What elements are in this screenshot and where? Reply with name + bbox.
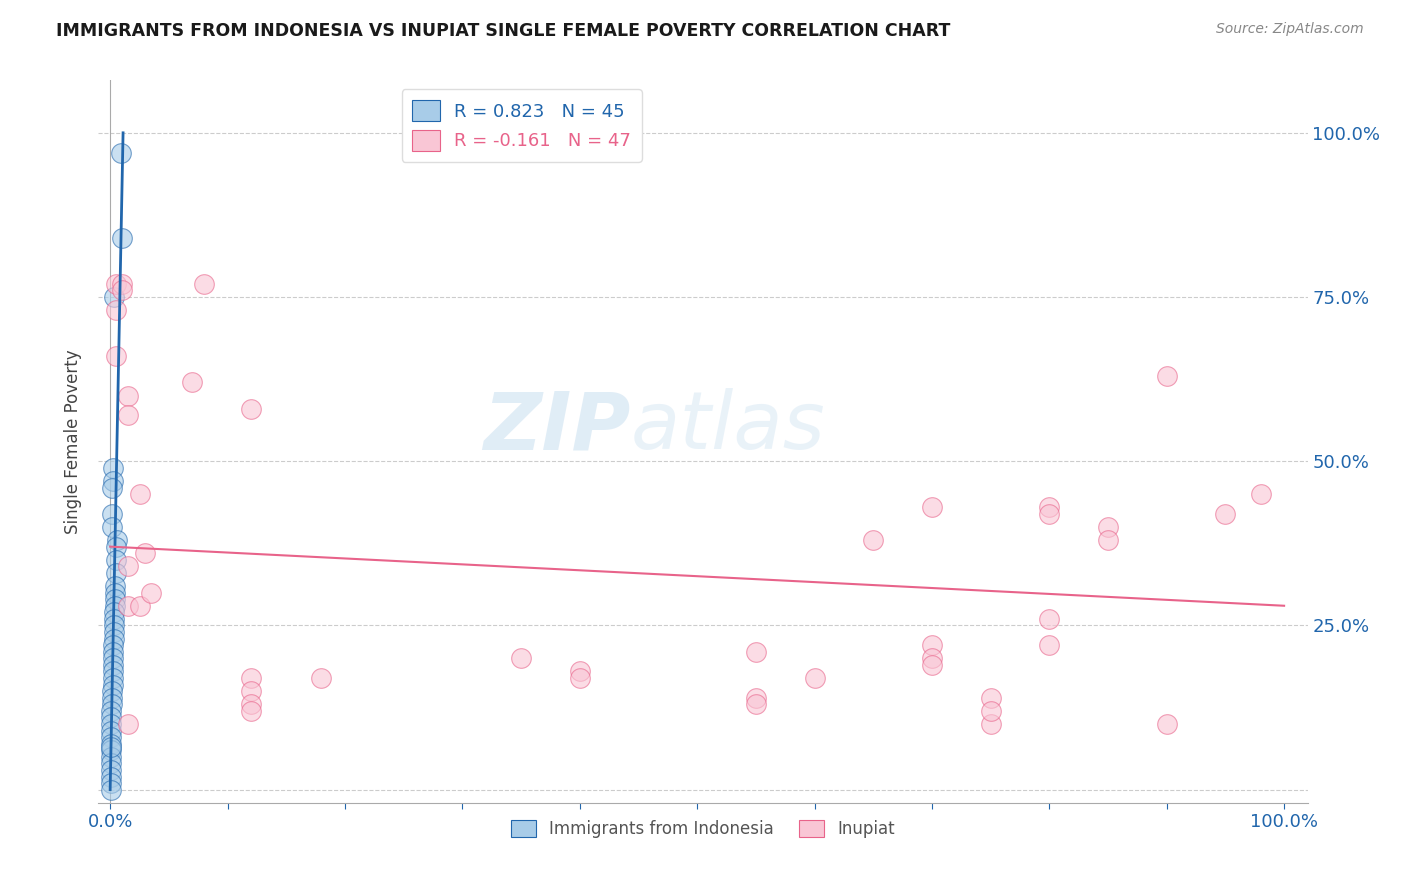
Point [568, 665, 591, 679]
Point [181, 376, 204, 390]
Point [100, 739, 122, 754]
Point [101, 481, 124, 495]
Point [921, 651, 943, 665]
Point [803, 671, 825, 685]
Point [117, 717, 139, 731]
Legend: Immigrants from Indonesia, Inupiat: Immigrants from Indonesia, Inupiat [505, 814, 901, 845]
Point [104, 599, 127, 613]
Point [104, 585, 127, 599]
Point [100, 704, 122, 718]
Point [101, 671, 124, 685]
Point [1038, 638, 1060, 652]
Point [111, 284, 134, 298]
Point [101, 684, 124, 698]
Point [100, 737, 122, 751]
Point [103, 625, 125, 640]
Point [1038, 612, 1060, 626]
Point [1038, 507, 1060, 521]
Point [117, 599, 139, 613]
Point [101, 507, 124, 521]
Point [100, 730, 122, 744]
Point [101, 690, 124, 705]
Point [100, 770, 122, 784]
Point [1097, 533, 1119, 547]
Point [100, 710, 122, 724]
Point [117, 388, 139, 402]
Point [101, 520, 124, 534]
Point [105, 533, 128, 547]
Point [240, 698, 263, 712]
Point [101, 651, 124, 665]
Point [105, 553, 128, 567]
Point [128, 599, 150, 613]
Point [311, 671, 333, 685]
Point [101, 698, 124, 712]
Point [240, 671, 263, 685]
Point [104, 579, 127, 593]
Point [105, 540, 128, 554]
Point [921, 638, 943, 652]
Point [980, 690, 1002, 705]
Point [101, 460, 124, 475]
Point [103, 605, 125, 619]
Point [103, 290, 125, 304]
Point [105, 349, 128, 363]
Text: IMMIGRANTS FROM INDONESIA VS INUPIAT SINGLE FEMALE POVERTY CORRELATION CHART: IMMIGRANTS FROM INDONESIA VS INUPIAT SIN… [56, 22, 950, 40]
Point [240, 401, 263, 416]
Point [103, 618, 125, 632]
Point [193, 277, 215, 291]
Point [104, 592, 127, 607]
Point [980, 704, 1002, 718]
Point [862, 533, 884, 547]
Point [1215, 507, 1237, 521]
Point [141, 585, 163, 599]
Point [103, 632, 125, 646]
Point [745, 645, 768, 659]
Text: Source: ZipAtlas.com: Source: ZipAtlas.com [1216, 22, 1364, 37]
Point [101, 645, 124, 659]
Point [100, 763, 122, 777]
Point [101, 665, 124, 679]
Point [568, 671, 591, 685]
Point [1038, 500, 1060, 515]
Point [100, 717, 122, 731]
Point [240, 684, 263, 698]
Point [117, 409, 139, 423]
Point [1250, 487, 1272, 501]
Point [103, 612, 125, 626]
Point [1097, 520, 1119, 534]
Point [921, 500, 943, 515]
Point [100, 749, 122, 764]
Point [134, 546, 156, 560]
Point [510, 651, 533, 665]
Point [111, 277, 134, 291]
Point [105, 303, 128, 318]
Point [100, 743, 122, 757]
Point [105, 277, 128, 291]
Point [921, 657, 943, 672]
Point [110, 145, 132, 160]
Point [105, 566, 128, 580]
Text: ZIP: ZIP [484, 388, 630, 467]
Point [101, 474, 124, 488]
Point [1156, 368, 1178, 383]
Point [100, 723, 122, 738]
Point [111, 231, 134, 245]
Point [101, 657, 124, 672]
Point [128, 487, 150, 501]
Text: atlas: atlas [630, 388, 825, 467]
Point [117, 559, 139, 574]
Point [100, 782, 122, 797]
Point [240, 704, 263, 718]
Point [1156, 717, 1178, 731]
Point [100, 756, 122, 771]
Point [101, 677, 124, 691]
Point [980, 717, 1002, 731]
Y-axis label: Single Female Poverty: Single Female Poverty [65, 350, 83, 533]
Point [101, 638, 124, 652]
Point [100, 776, 122, 790]
Point [745, 698, 768, 712]
Point [745, 690, 768, 705]
